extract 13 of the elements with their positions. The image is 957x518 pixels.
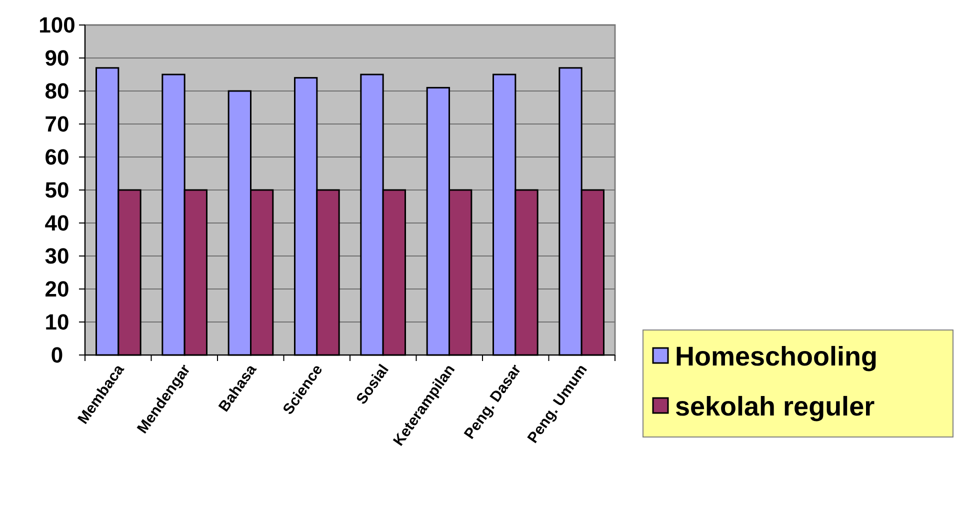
y-tick-label: 10 — [44, 310, 70, 335]
y-tick-label: 60 — [44, 144, 70, 170]
y-tick-label: 30 — [44, 244, 70, 269]
legend-label: sekolah reguler — [675, 391, 876, 422]
y-tick-label: 80 — [44, 78, 70, 104]
y-tick-label: 40 — [44, 210, 70, 236]
y-tick-label: 0 — [50, 342, 64, 368]
legend-label: Homeschooling — [675, 341, 878, 372]
y-tick-label: 100 — [38, 12, 76, 38]
y-tick-label: 50 — [44, 178, 70, 203]
y-tick-label: 90 — [44, 46, 70, 71]
y-tick-label: 20 — [44, 276, 70, 302]
y-tick-label: 70 — [44, 112, 70, 137]
